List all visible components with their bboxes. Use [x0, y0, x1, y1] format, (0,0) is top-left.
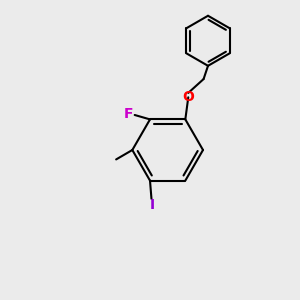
Text: F: F [124, 107, 133, 122]
Text: O: O [182, 90, 194, 104]
Text: I: I [149, 198, 154, 212]
